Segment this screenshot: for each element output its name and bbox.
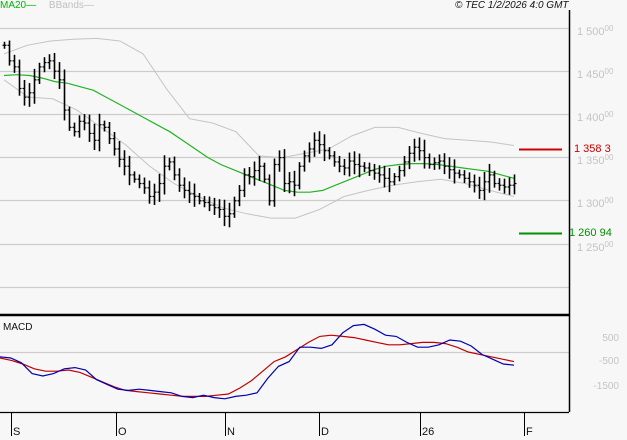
price-axis-label: 1 40000: [577, 110, 614, 124]
ohlc-bars: [2, 40, 517, 228]
x-axis-label: O: [118, 426, 127, 438]
x-axis-ticks: [11, 413, 525, 436]
macd-axis-label: -1500: [593, 381, 619, 392]
x-axis-label: N: [227, 426, 235, 438]
x-axis-label: S: [13, 426, 21, 438]
legend-bbands-swatch: —: [83, 0, 94, 11]
copyright-timestamp: © TEC 1/2/2026 4:0 GMT: [455, 0, 569, 11]
support-label: 1 260 94: [569, 227, 612, 239]
legend-ma20-label: MA20: [0, 0, 27, 11]
price-axis-label: 1 50000: [577, 24, 614, 38]
legend-ma20: MA20—: [0, 0, 36, 11]
price-axis-label: 1 30000: [577, 196, 614, 210]
legend-bbands-label: BBands: [48, 0, 84, 11]
x-axis-label: F: [526, 426, 533, 438]
macd-lines: [0, 323, 515, 400]
macd-axis-label: 500: [602, 333, 619, 344]
legend-bbands: BBands—: [49, 0, 94, 11]
x-axis-label: 26: [422, 426, 435, 438]
level-markers: [519, 148, 562, 235]
macd-panel-title: MACD: [3, 322, 33, 333]
chart-legend: MA20— BBands—: [0, 0, 94, 12]
bollinger-bands: [3, 37, 515, 219]
price-axis-label: 1 35000: [577, 153, 614, 167]
macd-axis-label: -500: [598, 356, 619, 367]
x-axis-label: D: [321, 426, 329, 438]
legend-ma20-swatch: —: [26, 0, 37, 11]
chart-frame: [0, 10, 571, 414]
resistance-label: 1 358 3: [574, 143, 611, 155]
price-axis-label: 1 45000: [577, 67, 614, 81]
price-axis-label: 1 25000: [577, 240, 614, 254]
